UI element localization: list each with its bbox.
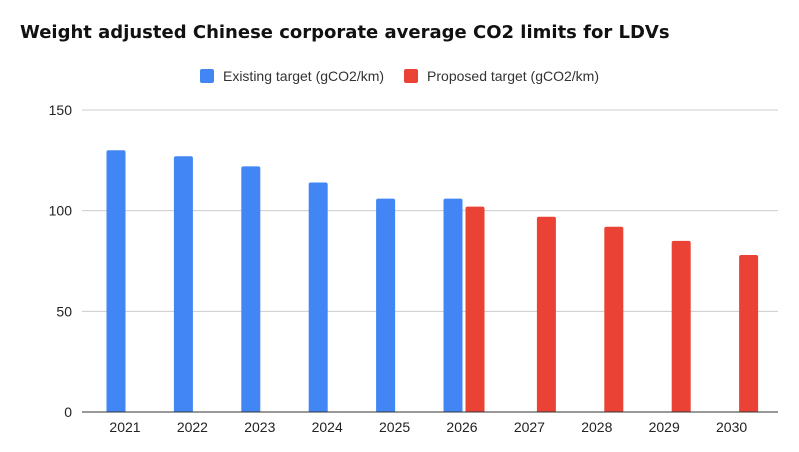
bar-proposed-2030 [739, 254, 759, 412]
legend-item-existing[interactable]: Existing target (gCO2/km) [199, 68, 385, 84]
chart-title: Weight adjusted Chinese corporate averag… [20, 22, 670, 43]
x-tick-label-2022: 2022 [177, 419, 208, 435]
bar-existing-2021 [106, 150, 126, 412]
bar-existing-2024 [308, 182, 328, 412]
legend-swatch-existing [199, 69, 214, 83]
legend-item-proposed[interactable]: Proposed target (gCO2/km) [404, 68, 599, 84]
legend: Existing target (gCO2/km) Proposed targe… [0, 68, 799, 84]
legend-label-existing: Existing target (gCO2/km) [222, 68, 385, 84]
x-tick-label-2021: 2021 [109, 419, 140, 435]
bar-existing-2023 [241, 166, 261, 412]
x-tick-label-2025: 2025 [379, 419, 410, 435]
y-tick-label-150: 150 [49, 102, 73, 118]
x-tick-label-2024: 2024 [312, 419, 343, 435]
x-tick-label-2030: 2030 [716, 419, 747, 435]
x-tick-label-2029: 2029 [649, 419, 680, 435]
bar-proposed-2029 [671, 240, 691, 412]
x-tick-label-2028: 2028 [581, 419, 612, 435]
bar-existing-2026 [443, 198, 463, 412]
y-tick-label-100: 100 [49, 203, 73, 219]
bar-existing-2022 [173, 156, 193, 412]
legend-swatch-proposed [404, 69, 419, 83]
x-tick-label-2027: 2027 [514, 419, 545, 435]
x-tick-label-2026: 2026 [446, 419, 477, 435]
bar-proposed-2026 [465, 206, 485, 412]
bar-proposed-2028 [604, 226, 624, 412]
legend-label-proposed: Proposed target (gCO2/km) [427, 68, 600, 84]
bar-proposed-2027 [536, 216, 556, 412]
y-tick-label-50: 50 [56, 303, 72, 319]
bar-existing-2025 [376, 198, 396, 412]
x-tick-label-2023: 2023 [244, 419, 275, 435]
y-tick-label-0: 0 [64, 404, 72, 420]
